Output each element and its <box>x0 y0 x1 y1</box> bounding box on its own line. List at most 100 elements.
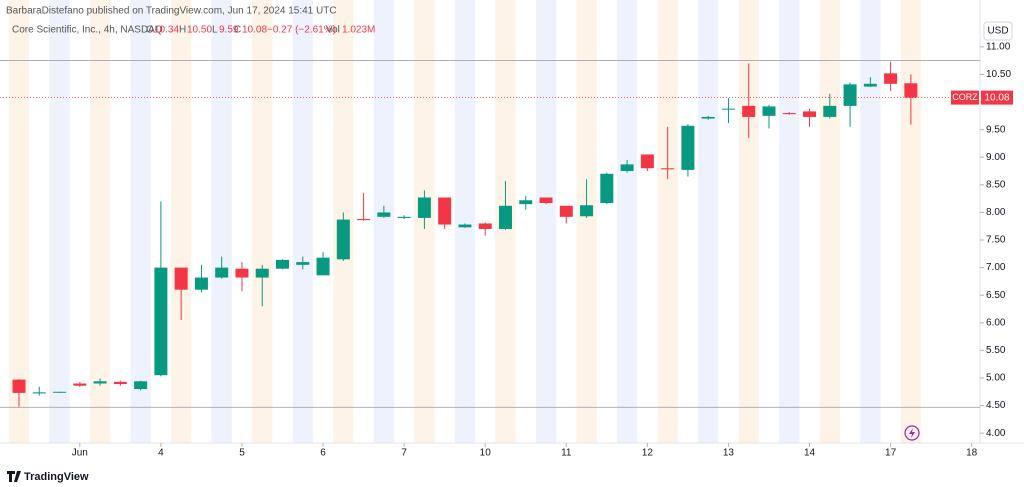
open-value: 10.34 <box>154 25 179 36</box>
candle-body <box>174 267 188 290</box>
postmarket-band <box>171 0 192 443</box>
candle-body <box>782 113 796 115</box>
event-icon[interactable] <box>904 425 920 441</box>
premarket-band <box>698 0 719 443</box>
change-value: −0.27 (−2.61%) <box>267 25 336 36</box>
premarket-band <box>779 0 800 443</box>
candle-body <box>235 268 249 278</box>
candle-body <box>276 259 290 269</box>
low-value: 9.59 <box>219 25 239 36</box>
y-tick-label: 6.50 <box>986 290 1006 301</box>
y-tick-label: 9.50 <box>986 124 1006 135</box>
candle-body <box>762 106 776 116</box>
x-tick-label: 12 <box>642 448 654 459</box>
premarket-band <box>860 0 881 443</box>
high-label: H <box>179 25 186 36</box>
candle-body <box>823 105 837 117</box>
y-tick-label: 4.00 <box>986 428 1006 439</box>
premarket-band <box>292 0 313 443</box>
candle-body <box>843 84 857 106</box>
session-bands <box>8 0 922 443</box>
candle-body <box>519 200 533 205</box>
candle-body <box>701 116 715 119</box>
x-tick-label: 11 <box>561 448 572 459</box>
candle-body <box>681 125 695 170</box>
x-tick-label: 5 <box>239 448 245 459</box>
symbol-label: CORZ <box>952 92 978 102</box>
premarket-band <box>373 0 394 443</box>
candle-body <box>600 173 614 204</box>
candle-body <box>742 105 756 117</box>
y-tick-label: 7.00 <box>986 262 1006 273</box>
candle-body <box>113 381 127 385</box>
premarket-band <box>211 0 232 443</box>
candle-body <box>316 257 330 276</box>
candle-body <box>580 205 594 217</box>
x-tick-label: 6 <box>320 448 326 459</box>
candle-body <box>154 267 168 376</box>
candle-body <box>134 381 148 390</box>
candle-body <box>73 383 87 386</box>
last-price-label: 10.08 <box>984 92 1009 103</box>
volume-value: 1.023M <box>342 25 375 36</box>
postmarket-band <box>576 0 597 443</box>
candle-body <box>478 223 492 229</box>
open-label: O <box>146 25 154 36</box>
candle-body <box>884 73 898 84</box>
price-box <box>981 90 1013 105</box>
brand-logo <box>7 471 21 482</box>
candle-body <box>357 219 371 221</box>
y-tick-label: 8.00 <box>986 207 1006 218</box>
candle-body <box>417 197 431 218</box>
premarket-band <box>616 0 638 443</box>
candle-body <box>640 154 654 169</box>
currency-box[interactable] <box>983 21 1013 41</box>
candle-body <box>458 224 472 228</box>
y-tick-label: 5.00 <box>986 373 1006 384</box>
x-tick-label: Jun <box>72 448 88 459</box>
x-tick-label: 14 <box>804 448 816 459</box>
postmarket-band <box>89 0 111 443</box>
candle-body <box>255 268 269 278</box>
postmarket-band <box>819 0 840 443</box>
candle-body <box>377 212 391 217</box>
candle-body <box>721 108 735 110</box>
x-tick-label: 10 <box>480 448 492 459</box>
x-tick-label: 13 <box>723 448 735 459</box>
volume-label: Vol <box>326 25 340 36</box>
symbol-box <box>951 90 979 105</box>
x-tick-label: 7 <box>401 448 407 459</box>
y-tick-label: 8.50 <box>986 179 1006 190</box>
x-tick-label: 17 <box>885 448 897 459</box>
candle-body <box>620 164 634 172</box>
premarket-band <box>49 0 70 443</box>
y-tick-label: 4.50 <box>986 400 1006 411</box>
candle-body <box>661 168 675 170</box>
close-label: C <box>234 25 241 36</box>
candle-body <box>438 197 452 225</box>
x-tick-label: 18 <box>966 448 978 459</box>
postmarket-band <box>900 0 922 443</box>
candle-body <box>336 219 350 260</box>
candle-body <box>32 392 46 394</box>
currency[interactable]: USD <box>987 26 1008 37</box>
publish-note: BarbaraDistefano published on TradingVie… <box>6 6 337 17</box>
symbol-title: Core Scientific, Inc., 4h, NASDAQ <box>12 25 163 36</box>
low-label: L <box>212 25 218 36</box>
y-tick-label: 10.50 <box>986 69 1011 80</box>
postmarket-band <box>8 0 30 443</box>
y-tick-label: 6.00 <box>986 317 1006 328</box>
premarket-band <box>454 0 476 443</box>
premarket-band <box>535 0 557 443</box>
close-value: 10.08 <box>242 25 267 36</box>
candle-body <box>539 197 553 204</box>
postmarket-band <box>657 0 678 443</box>
candle-body <box>53 391 67 393</box>
candle-body <box>215 267 229 278</box>
candle-body <box>93 381 107 384</box>
premarket-band <box>130 0 151 443</box>
candle-body <box>904 83 918 98</box>
y-tick-label: 5.50 <box>986 345 1006 356</box>
candle-body <box>296 262 310 265</box>
event-bolt <box>909 428 915 438</box>
